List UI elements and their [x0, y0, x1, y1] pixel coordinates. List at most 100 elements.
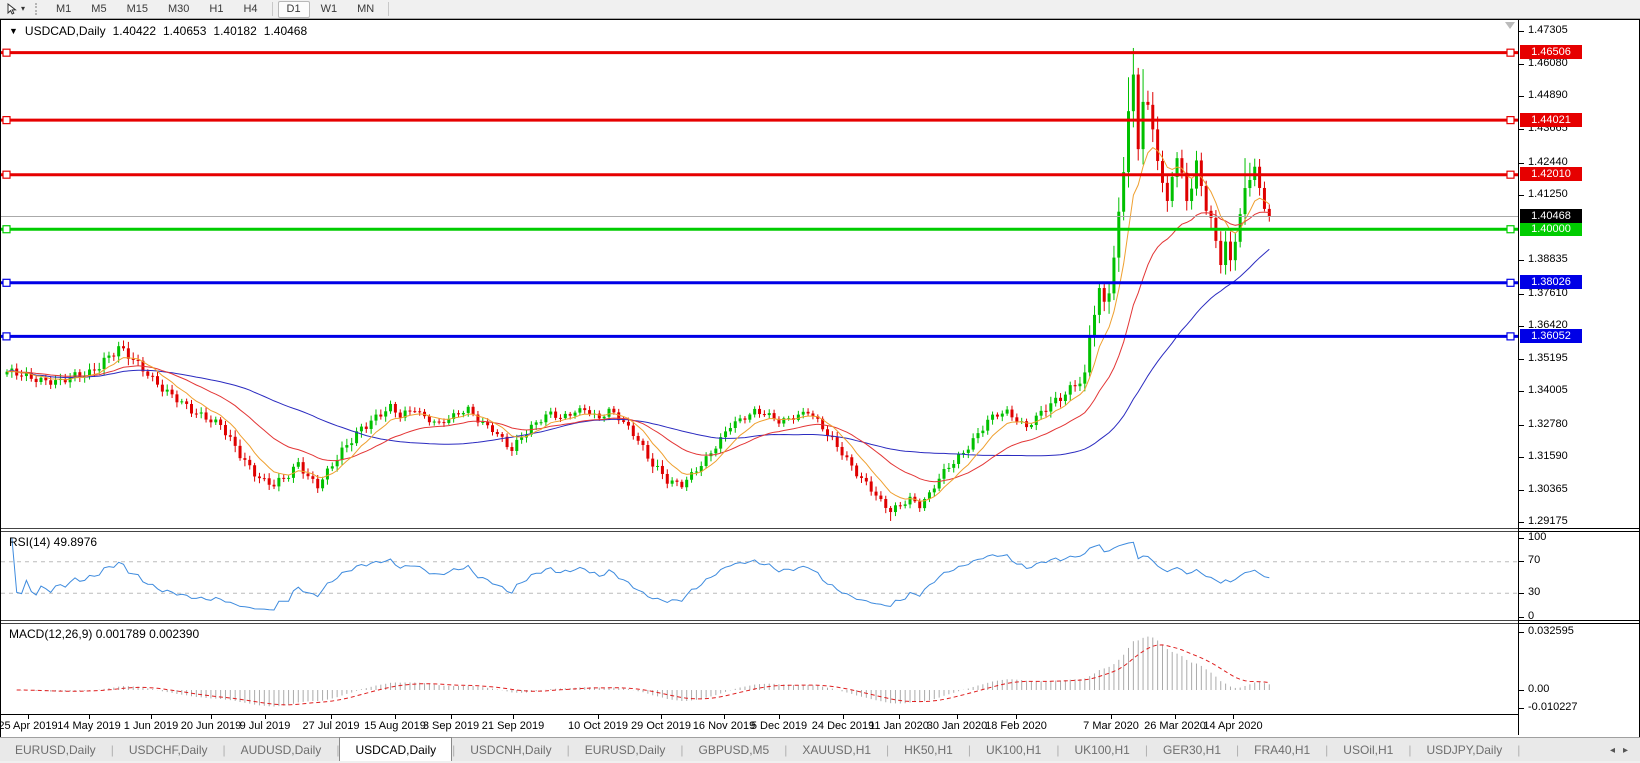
date-tick	[265, 715, 266, 719]
chart-symbol-label: USDCAD,Daily	[24, 24, 106, 38]
chart-tab-eurusd-daily[interactable]: EURUSD,Daily	[584, 743, 666, 757]
rsi-axis-label: 30	[1528, 586, 1541, 598]
tab-separator: |	[784, 743, 788, 757]
pointer-icon	[7, 2, 17, 15]
timeframe-button-h4[interactable]: H4	[243, 2, 258, 15]
tab-scroll-left-icon[interactable]: ◂	[1609, 744, 1615, 756]
date-label: 29 Oct 2019	[631, 720, 691, 732]
date-axis[interactable]: 25 Apr 2019 14 May 2019 1 Jun 2019 20 Jun 2…	[0, 714, 1518, 736]
level-handle-icon	[1506, 48, 1515, 57]
chart-tab-fra40-h1[interactable]: FRA40,H1	[1254, 743, 1311, 757]
timeframe-button-m5[interactable]: M5	[91, 2, 107, 15]
price-axis[interactable]: 1.47305 1.46080 1.44890 1.43665 1.42440 1.412…	[1519, 20, 1639, 735]
date-label: 27 Jul 2019	[302, 720, 360, 732]
chart-tab-usdchf-daily[interactable]: USDCHF,Daily	[128, 743, 208, 757]
tab-scroll-right-icon[interactable]: ▸	[1622, 744, 1628, 756]
ohlc-open: 1.40422	[112, 24, 156, 38]
level-price-badge: 1.42010	[1520, 167, 1582, 181]
axis-tick	[1519, 359, 1524, 360]
date-tick	[843, 715, 844, 719]
level-handle-icon	[1506, 170, 1515, 179]
tab-separator: |	[1144, 743, 1148, 757]
date-tick	[28, 715, 29, 719]
status-strip	[0, 761, 1640, 763]
date-tick	[151, 715, 152, 719]
tab-scroll-arrows: ◂ ▸	[1598, 738, 1640, 762]
price-chart-canvas[interactable]	[1, 20, 1518, 714]
level-handle-icon	[2, 48, 11, 57]
date-tick	[89, 715, 90, 719]
axis-tick	[1519, 326, 1524, 327]
level-handle-icon	[1506, 225, 1515, 234]
axis-tick	[1519, 129, 1524, 130]
price-tick-label: 1.30365	[1528, 483, 1568, 495]
timeframe-button-d1[interactable]: D1	[277, 0, 310, 18]
axis-tick	[1519, 708, 1524, 709]
tab-separator: |	[680, 743, 684, 757]
axis-tick	[1519, 96, 1524, 97]
rsi-label: RSI(14) 49.8976	[9, 535, 98, 549]
axis-tick	[1519, 593, 1524, 594]
timeframe-button-w1[interactable]: W1	[320, 2, 338, 15]
axis-tick	[1519, 538, 1524, 539]
date-tick	[779, 715, 780, 719]
chart-tab-usdjpy-daily[interactable]: USDJPY,Daily	[1426, 743, 1503, 757]
price-tick-label: 1.38835	[1528, 253, 1568, 265]
chart-tab-ger30-h1[interactable]: GER30,H1	[1162, 743, 1222, 757]
chart-tab-xauusd-h1[interactable]: XAUUSD,H1	[802, 743, 872, 757]
axis-tick	[1519, 690, 1524, 691]
chart-tab-audusd-daily[interactable]: AUDUSD,Daily	[240, 743, 322, 757]
timeframe-buttons: M1 M5 M15 M30 H1 H4 D1 W1 MN	[46, 0, 393, 18]
axis-tick	[1519, 260, 1524, 261]
timeframe-button-m15[interactable]: M15	[126, 2, 148, 15]
level-handle-icon	[1506, 332, 1515, 341]
timeframe-button-h1[interactable]: H1	[209, 2, 224, 15]
date-tick	[451, 715, 452, 719]
tab-separator: |	[1408, 743, 1412, 757]
ohlc-low: 1.40182	[213, 24, 257, 38]
date-label: 20 Jun 2019	[180, 720, 242, 732]
date-tick	[1175, 715, 1176, 719]
timeframe-button-mn[interactable]: MN	[357, 2, 375, 15]
chart-tab-eurusd-daily[interactable]: EURUSD,Daily	[15, 743, 96, 757]
symbol-collapse-icon[interactable]: ▼	[9, 26, 18, 36]
date-tick	[395, 715, 396, 719]
date-tick	[513, 715, 514, 719]
panel-divider	[1519, 531, 1639, 532]
level-price-badge: 1.40000	[1520, 222, 1582, 236]
tab-separator: |	[336, 743, 340, 757]
chart-tab-gbpusd-m5[interactable]: GBPUSD,M5	[698, 743, 770, 757]
cursor-tool-button[interactable]: ▾	[0, 1, 31, 17]
tab-separator: |	[886, 743, 890, 757]
macd-signal-line	[16, 644, 1270, 706]
current-price-badge: 1.40468	[1520, 209, 1582, 223]
chart-tab-uk100-h1[interactable]: UK100,H1	[1074, 743, 1130, 757]
date-label: 11 Jan 2020	[869, 720, 929, 732]
tab-separator: |	[566, 743, 570, 757]
toolbar-separator	[388, 2, 390, 16]
toolbar-grip-icon	[35, 3, 42, 15]
price-tick-label: 1.42440	[1528, 156, 1568, 168]
chart-tab-usoil-h1[interactable]: USOil,H1	[1343, 743, 1394, 757]
date-label: 7 Mar 2020	[1083, 720, 1139, 732]
chart-tab-usdcad-daily[interactable]: USDCAD,Daily	[339, 737, 453, 762]
date-label: 5 Dec 2019	[750, 720, 808, 732]
date-label: 1 Jun 2019	[123, 720, 179, 732]
level-price-badge: 1.38026	[1520, 275, 1582, 289]
timeframe-button-m1[interactable]: M1	[56, 2, 72, 15]
axis-tick	[1519, 64, 1524, 65]
chart-tab-usdcnh-daily[interactable]: USDCNH,Daily	[470, 743, 552, 757]
rsi-axis-label: 0	[1528, 610, 1535, 622]
ohlc-close: 1.40468	[263, 24, 308, 38]
level-handle-icon	[2, 170, 11, 179]
price-tick-label: 1.41250	[1528, 188, 1568, 200]
chart-window: ▼ USDCAD,Daily 1.40422 1.40653 1.40182 1…	[0, 19, 1640, 738]
tab-separator: |	[452, 743, 456, 757]
chart-tab-hk50-h1[interactable]: HK50,H1	[904, 743, 953, 757]
date-label: 25 Apr 2019	[0, 720, 58, 732]
chart-tab-uk100-h1[interactable]: UK100,H1	[985, 743, 1042, 757]
timeframe-button-m30[interactable]: M30	[167, 2, 190, 15]
ohlc-high: 1.40653	[163, 24, 207, 38]
toolbar-separator	[271, 2, 273, 16]
date-tick	[331, 715, 332, 719]
